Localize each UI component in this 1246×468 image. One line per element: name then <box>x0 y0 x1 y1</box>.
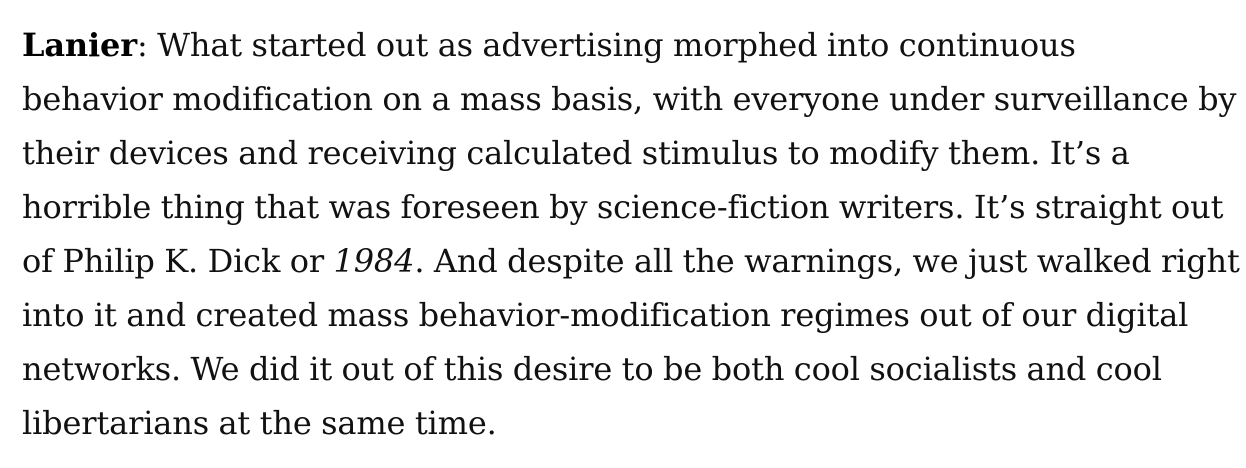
paragraph-line-text: : What started out as advertising morphe… <box>136 26 1076 64</box>
interview-paragraph: Lanier: What started out as advertising … <box>22 18 1240 450</box>
paragraph-line: their devices and receiving calculated s… <box>22 134 1130 172</box>
paragraph-line: Lanier: What started out as advertising … <box>22 18 1227 72</box>
paragraph-line: of Philip K. Dick or 1984. And despite a… <box>22 234 1240 288</box>
paragraph-line-text: of Philip K. Dick or <box>22 242 334 280</box>
paragraph-line: behavior modification on a mass basis, w… <box>22 80 1237 118</box>
paragraph-line: libertarians at the same time. <box>22 404 497 442</box>
paragraph-line-text: . And despite all the warnings, we just … <box>414 242 1240 280</box>
book-title: 1984 <box>333 242 415 280</box>
paragraph-line: horrible thing that was foreseen by scie… <box>22 188 1224 226</box>
paragraph-line: networks. We did it out of this desire t… <box>22 350 1162 388</box>
paragraph-line: into it and created mass behavior-modifi… <box>22 296 1189 334</box>
speaker-name: Lanier <box>22 26 137 64</box>
